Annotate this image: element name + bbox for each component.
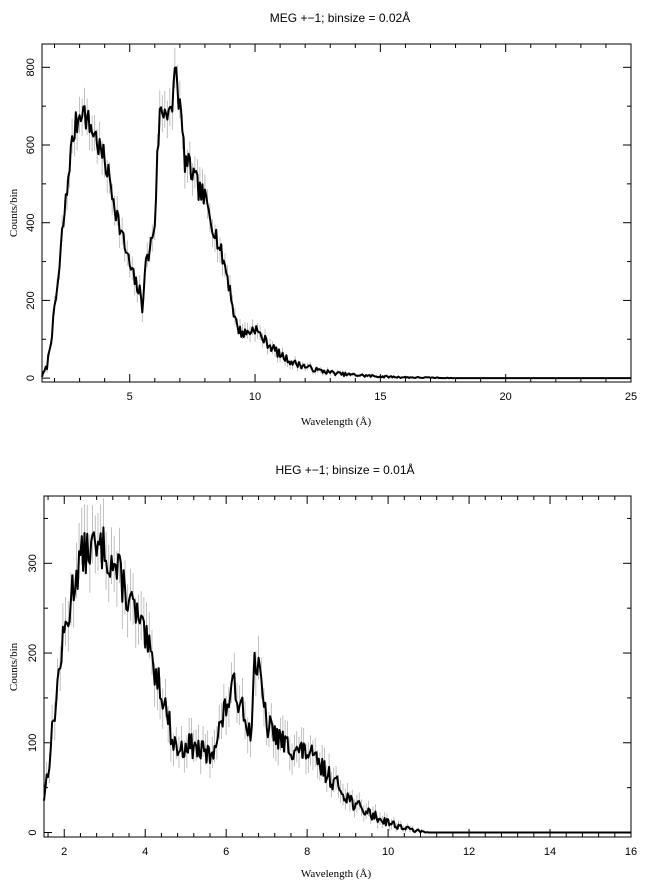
meg-x-axis: 5 10 15 20 25 xyxy=(54,44,637,403)
y-tick-label: 400 xyxy=(25,214,37,232)
y-tick-label: 300 xyxy=(27,554,39,572)
heg-plot-frame xyxy=(43,495,632,838)
meg-panel: MEG +−1; binsize = 0.02Å 5 10 15 20 25 0 200 4… xyxy=(8,10,637,428)
x-tick-label: 15 xyxy=(374,391,386,403)
heg-panel: HEG +−1; binsize = 0.01Å 2 4 6 8 10 12 14 16 0 1… xyxy=(8,462,637,880)
x-tick-label: 10 xyxy=(249,391,261,403)
x-tick-label: 25 xyxy=(625,391,637,403)
x-tick-label: 10 xyxy=(382,846,394,858)
heg-y-axis: 0 100 200 300 xyxy=(27,517,631,836)
y-tick-label: 0 xyxy=(25,375,37,381)
y-tick-label: 800 xyxy=(25,58,37,76)
meg-error-band xyxy=(41,47,454,379)
y-tick-label: 600 xyxy=(25,136,37,154)
heg-spectrum-line xyxy=(43,526,631,834)
x-tick-label: 6 xyxy=(223,846,229,858)
meg-y-axis-label: Counts/bin xyxy=(8,188,20,237)
x-tick-label: 2 xyxy=(61,846,67,858)
y-tick-label: 200 xyxy=(27,644,39,662)
heg-y-axis-label: Counts/bin xyxy=(8,642,20,691)
meg-title: MEG +−1; binsize = 0.02Å xyxy=(270,10,410,25)
x-tick-label: 5 xyxy=(127,391,133,403)
x-tick-label: 8 xyxy=(304,846,310,858)
meg-x-axis-label: Wavelength (Å) xyxy=(301,416,372,428)
heg-x-axis: 2 4 6 8 10 12 14 16 xyxy=(47,496,637,858)
y-tick-label: 100 xyxy=(27,734,39,752)
meg-spectrum-line xyxy=(41,66,631,380)
y-tick-label: 0 xyxy=(27,829,39,835)
heg-title: HEG +−1; binsize = 0.01Å xyxy=(275,462,414,477)
heg-error-band xyxy=(43,498,427,833)
x-tick-label: 14 xyxy=(544,846,556,858)
meg-y-axis: 0 200 400 600 800 xyxy=(25,58,631,381)
meg-plot-frame xyxy=(41,43,632,383)
x-tick-label: 4 xyxy=(142,846,148,858)
y-tick-label: 200 xyxy=(25,291,37,309)
x-tick-label: 20 xyxy=(500,391,512,403)
x-tick-label: 16 xyxy=(625,846,637,858)
x-tick-label: 12 xyxy=(463,846,475,858)
heg-x-axis-label: Wavelength (Å) xyxy=(301,868,372,880)
